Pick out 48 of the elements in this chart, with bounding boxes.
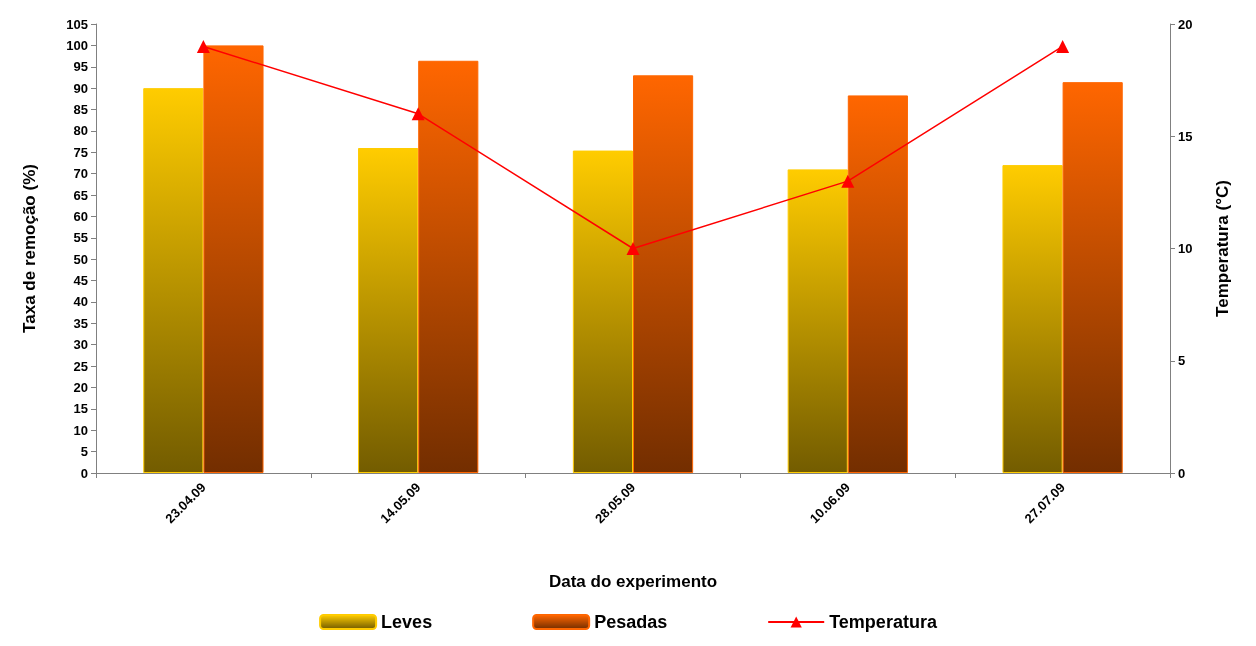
bar [418,60,479,473]
y2-tick-label: 5 [1178,353,1186,369]
bar [787,169,848,473]
y-tick-label: 0 [80,465,88,481]
y-tick-label: 40 [73,294,88,310]
point [1056,39,1070,53]
bar [203,45,264,473]
legend-label: Leves [381,612,433,632]
bar [633,75,694,473]
y2-tick-label: 0 [1178,465,1186,481]
y-tick-label: 35 [73,315,88,331]
y-tick-label: 70 [73,166,88,182]
y-tick-label: 5 [80,444,88,460]
y-tick-label: 10 [73,422,88,438]
point [411,107,425,121]
y-tick-label: 15 [73,401,88,417]
y-tick-label: 20 [73,379,88,395]
point [841,174,855,188]
y-tick-label: 45 [73,273,88,289]
y-tick-label: 100 [66,37,88,53]
y-tick-label: 25 [73,358,88,374]
y2-axis-title: Temperatura (°C) [1213,180,1232,317]
y-axis-title: Taxa de remoção (%) [20,164,39,333]
y2-tick-label: 10 [1178,241,1193,256]
y-tick-label: 50 [73,251,88,267]
point [626,242,640,255]
bar [358,148,419,473]
point [196,39,210,53]
bar [143,88,204,473]
bar [1062,82,1123,473]
bar [847,95,908,473]
x-axis-title: Data do experimento [548,572,718,591]
y-tick-label: 65 [73,187,88,203]
bar [572,150,633,473]
y-tick-label: 80 [73,123,88,139]
y2-tick-label: 20 [1178,16,1193,32]
y-tick-label: 95 [73,59,88,75]
y-tick-label: 75 [73,144,88,160]
y-tick-label: 30 [73,337,88,353]
y2-tick-label: 15 [1178,128,1193,144]
y-tick-label: 85 [73,102,88,118]
y-tick-label: 60 [73,208,88,224]
y-tick-label: 105 [66,16,88,32]
bar [1002,165,1063,473]
y-tick-label: 55 [73,230,88,246]
legend-label: Temperatura [829,612,938,632]
y-tick-label: 90 [73,80,88,96]
legend-label: Pesadas [594,612,668,632]
